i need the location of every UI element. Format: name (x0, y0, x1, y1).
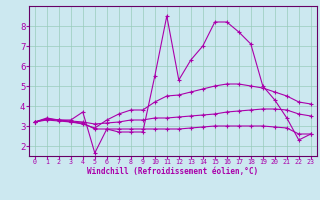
X-axis label: Windchill (Refroidissement éolien,°C): Windchill (Refroidissement éolien,°C) (87, 167, 258, 176)
